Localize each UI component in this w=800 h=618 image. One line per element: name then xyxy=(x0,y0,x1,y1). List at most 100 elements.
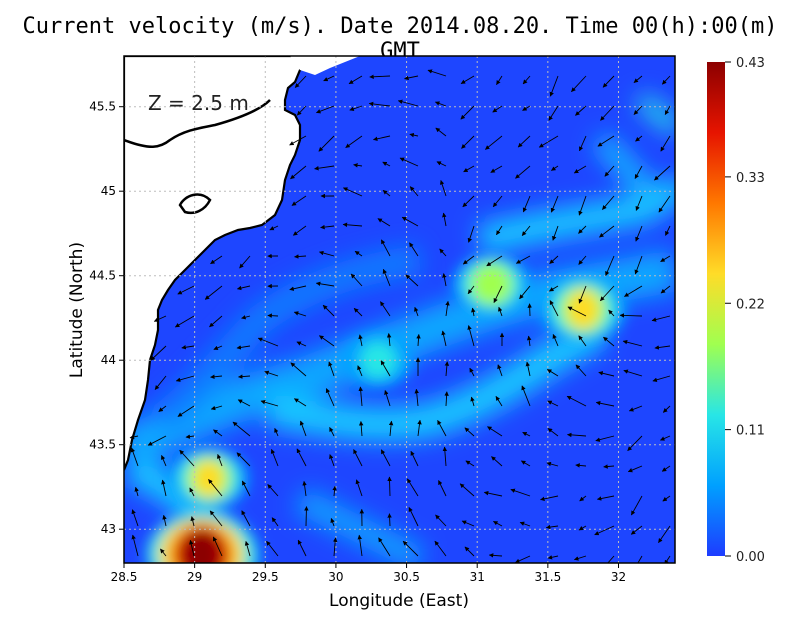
velocity-arrow xyxy=(269,225,279,231)
velocity-arrow xyxy=(623,369,643,377)
velocity-arrow xyxy=(377,218,391,227)
velocity-arrow xyxy=(175,375,195,382)
velocity-arrow xyxy=(402,540,419,557)
velocity-arrow xyxy=(492,195,503,208)
velocity-arrow xyxy=(575,364,587,377)
velocity-arrow xyxy=(567,306,587,317)
x-tick-label: 29.5 xyxy=(252,570,279,584)
velocity-arrow xyxy=(526,335,532,347)
velocity-arrow xyxy=(380,301,391,317)
velocity-arrow xyxy=(654,345,671,350)
velocity-arrow xyxy=(274,427,279,437)
velocity-arrow xyxy=(325,388,335,407)
velocity-arrow xyxy=(487,426,503,437)
velocity-arrow xyxy=(302,480,307,497)
velocity-arrow xyxy=(598,371,615,377)
velocity-arrow xyxy=(434,540,447,557)
velocity-arrow xyxy=(315,105,335,114)
velocity-arrow xyxy=(185,434,195,439)
velocity-arrow xyxy=(358,420,364,437)
velocity-arrow xyxy=(260,400,279,407)
velocity-arrow xyxy=(525,361,531,377)
velocity-arrow xyxy=(579,135,587,152)
velocity-arrow xyxy=(552,225,559,241)
velocity-arrow xyxy=(380,449,391,467)
velocity-arrow xyxy=(236,452,251,467)
plot-area xyxy=(124,56,675,563)
velocity-arrow xyxy=(414,306,419,317)
velocity-arrow xyxy=(595,435,615,442)
velocity-arrow xyxy=(417,419,422,437)
velocity-arrow xyxy=(241,510,251,527)
velocity-arrow xyxy=(266,540,279,557)
colorbar-tick-label: 0.11 xyxy=(736,424,765,439)
velocity-arrow xyxy=(470,396,475,407)
velocity-arrow xyxy=(604,165,615,177)
velocity-arrow xyxy=(622,339,643,347)
velocity-arrow xyxy=(296,105,307,116)
velocity-arrow xyxy=(342,187,363,197)
plot-frame xyxy=(123,55,676,564)
velocity-arrow xyxy=(241,480,251,497)
velocity-arrow xyxy=(150,345,167,361)
velocity-arrow xyxy=(442,446,448,467)
velocity-arrow xyxy=(549,285,559,292)
velocity-arrow xyxy=(624,285,643,297)
velocity-arrow xyxy=(496,225,503,236)
velocity-arrow xyxy=(579,495,587,502)
colorbar-tick-label: 0.00 xyxy=(736,550,765,565)
velocity-arrow xyxy=(578,525,587,531)
velocity-arrow xyxy=(190,516,195,527)
velocity-arrow xyxy=(483,490,503,497)
velocity-arrow xyxy=(547,555,559,560)
velocity-arrow xyxy=(264,370,279,377)
velocity-arrow xyxy=(660,435,671,441)
velocity-arrow xyxy=(460,105,475,120)
velocity-arrow xyxy=(323,75,335,82)
velocity-arrow xyxy=(332,485,337,497)
velocity-arrow xyxy=(236,285,251,291)
velocity-arrow xyxy=(354,250,363,257)
velocity-arrow xyxy=(319,335,335,347)
velocity-arrow xyxy=(444,391,449,407)
velocity-arrow xyxy=(493,520,503,527)
velocity-arrow xyxy=(464,427,475,437)
velocity-arrow xyxy=(401,216,419,227)
velocity-arrow xyxy=(495,396,503,407)
coastal-lagoon xyxy=(178,193,212,215)
velocity-arrow xyxy=(635,225,643,242)
velocity-arrow xyxy=(292,225,307,236)
velocity-arrow xyxy=(384,390,391,407)
velocity-arrow xyxy=(388,420,394,437)
velocity-arrow xyxy=(515,255,531,264)
velocity-arrow xyxy=(204,285,223,300)
velocity-arrow xyxy=(162,514,167,527)
velocity-arrow xyxy=(654,165,671,181)
velocity-arrow xyxy=(293,398,307,407)
velocity-arrow xyxy=(578,285,587,304)
velocity-arrow xyxy=(320,224,335,230)
velocity-arrow xyxy=(147,435,167,446)
velocity-arrow xyxy=(378,537,391,557)
velocity-arrow xyxy=(369,74,391,80)
northwest-current-band xyxy=(150,245,423,432)
velocity-arrow xyxy=(348,75,363,85)
colorbar: 0.00 0.11 0.22 0.33 0.43 xyxy=(707,56,765,565)
velocity-arrow xyxy=(492,105,503,113)
velocity-arrow xyxy=(637,555,643,563)
velocity-arrow xyxy=(409,186,419,197)
velocity-arrow xyxy=(427,69,447,77)
velocity-arrow xyxy=(397,99,419,107)
velocity-arrow xyxy=(399,157,419,167)
velocity-arrow xyxy=(131,509,139,527)
velocity-arrow xyxy=(578,195,587,216)
velocity-arrow xyxy=(665,225,671,236)
velocity-arrow xyxy=(471,307,476,317)
x-tick-label: 30 xyxy=(328,570,343,584)
velocity-arrow xyxy=(461,520,475,527)
velocity-arrow xyxy=(289,135,307,146)
speed-maximum xyxy=(365,344,392,377)
velocity-arrow xyxy=(271,517,279,527)
velocity-arrow xyxy=(651,315,671,322)
velocity-arrow xyxy=(662,405,671,413)
